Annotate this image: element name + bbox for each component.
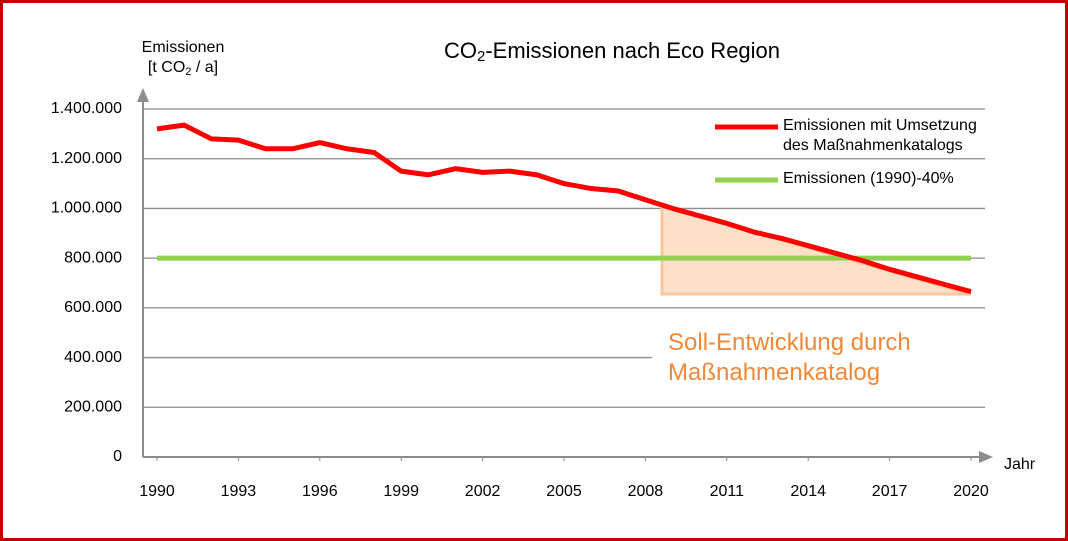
title-part: -Emissionen nach Eco Region [485,38,780,63]
x-tick-label: 2014 [790,483,826,500]
x-tick-label: 1990 [139,483,175,500]
x-tick-label: 2005 [546,483,582,500]
x-tick-label: 1996 [302,483,338,500]
x-tick-label: 2017 [872,483,908,500]
title-part: CO [444,38,477,63]
y-axis-arrow [137,88,149,102]
y-tick-label: 600.000 [64,299,122,316]
x-axis-arrow [979,451,993,463]
y-tick-label: 200.000 [64,399,122,416]
x-tick-label: 2002 [465,483,501,500]
x-label: Jahr [1004,456,1036,473]
y-tick-label: 1.200.000 [51,150,122,167]
x-tick-label: 2020 [953,483,989,500]
annotation: Soll-Entwicklung durch Maßnahmenkatalog [668,329,911,386]
title-sub: 2 [477,48,485,65]
y-tick-label: 1.400.000 [51,100,122,117]
annotation-bg [652,320,988,400]
y-tick-label: 800.000 [64,249,122,266]
y-tick-label: 400.000 [64,349,122,366]
unit-sub: 2 [185,66,191,78]
y-unit: [t CO2 / a] [148,59,218,78]
x-tick-label: 2008 [628,483,664,500]
x-tick-label: 1993 [221,483,257,500]
legend-label: Emissionen mit Umsetzung des Maßnahmenka… [783,117,977,154]
y-tick-label: 0 [113,448,122,465]
x-tick-label: 1999 [383,483,419,500]
unit-part: / a] [191,59,218,76]
series-line [156,122,972,295]
chart-title: CO2-Emissionen nach Eco Region [444,38,780,65]
x-tick-label: 2011 [710,483,745,500]
y-label: Emissionen [142,39,225,56]
y-tick-label: 1.000.000 [51,200,122,217]
legend-label: Emissionen (1990)-40% [783,170,954,187]
unit-part: [t CO [148,59,185,76]
